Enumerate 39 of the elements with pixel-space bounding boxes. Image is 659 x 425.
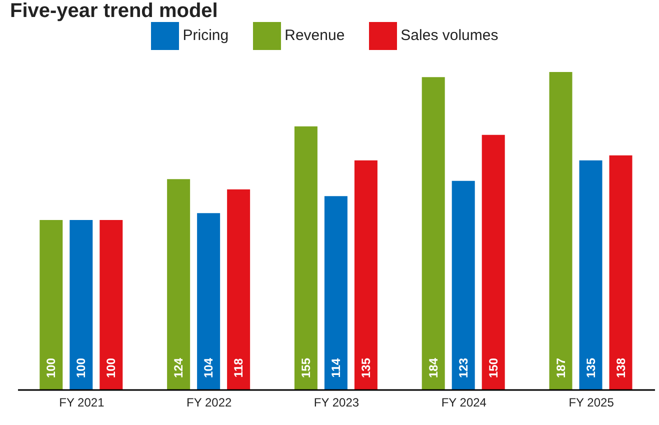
data-label: 155 bbox=[298, 358, 313, 378]
data-label: 187 bbox=[554, 358, 568, 378]
data-label: 104 bbox=[202, 358, 216, 378]
data-label: 100 bbox=[74, 358, 88, 378]
legend-label: Revenue bbox=[284, 27, 345, 44]
data-label: 100 bbox=[104, 358, 118, 378]
bar bbox=[579, 160, 602, 390]
data-label: 100 bbox=[44, 358, 58, 378]
bar bbox=[197, 213, 220, 390]
data-label: 184 bbox=[426, 358, 440, 378]
data-label: 150 bbox=[486, 358, 500, 378]
x-tick-label: FY 2025 bbox=[568, 396, 614, 410]
bar bbox=[324, 196, 348, 390]
bar bbox=[609, 155, 632, 390]
legend-label: Pricing bbox=[182, 27, 229, 44]
data-label: 123 bbox=[456, 358, 470, 378]
bar bbox=[294, 126, 318, 390]
x-tick-label: FY 2022 bbox=[186, 396, 232, 410]
x-tick-label: FY 2021 bbox=[59, 396, 105, 410]
chart-title: Five-year trend model bbox=[10, 0, 218, 23]
bar bbox=[40, 220, 63, 390]
bar bbox=[70, 220, 93, 390]
bar bbox=[227, 189, 250, 390]
bar bbox=[549, 72, 572, 390]
bar bbox=[167, 179, 190, 390]
data-label: 135 bbox=[358, 358, 373, 378]
data-label: 124 bbox=[172, 358, 186, 378]
data-label: 118 bbox=[232, 358, 246, 378]
x-tick-label: FY 2024 bbox=[441, 396, 487, 410]
bar bbox=[422, 77, 445, 390]
x-tick-label: FY 2023 bbox=[314, 396, 360, 410]
bar bbox=[100, 220, 123, 390]
data-label: 114 bbox=[328, 358, 343, 378]
legend-label: Sales volumes bbox=[400, 27, 498, 44]
bar bbox=[354, 160, 378, 390]
bar bbox=[482, 134, 505, 390]
bar bbox=[452, 180, 475, 390]
data-label: 135 bbox=[584, 358, 598, 378]
data-label: 138 bbox=[614, 358, 628, 378]
